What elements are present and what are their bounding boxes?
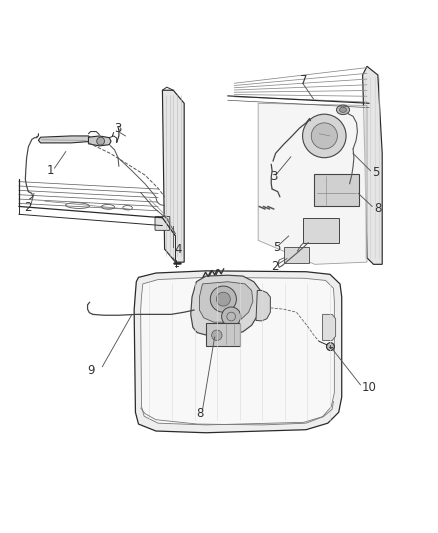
Circle shape — [210, 286, 237, 312]
Polygon shape — [162, 90, 184, 262]
FancyBboxPatch shape — [155, 216, 170, 230]
Text: 3: 3 — [270, 171, 278, 183]
Text: 10: 10 — [362, 381, 377, 393]
FancyBboxPatch shape — [304, 218, 339, 243]
Text: 5: 5 — [372, 166, 380, 179]
Circle shape — [216, 292, 230, 306]
Text: 2: 2 — [24, 201, 32, 214]
FancyBboxPatch shape — [206, 323, 240, 346]
Polygon shape — [191, 275, 261, 336]
Polygon shape — [134, 271, 342, 433]
Polygon shape — [363, 66, 382, 264]
Text: 3: 3 — [115, 123, 122, 135]
Polygon shape — [199, 282, 253, 322]
Ellipse shape — [339, 107, 346, 112]
Circle shape — [303, 114, 346, 158]
Circle shape — [311, 123, 337, 149]
Text: 5: 5 — [273, 241, 280, 254]
Polygon shape — [256, 290, 270, 321]
Text: 1: 1 — [47, 164, 55, 177]
Text: 7: 7 — [300, 74, 307, 87]
FancyBboxPatch shape — [314, 174, 359, 206]
Polygon shape — [39, 136, 93, 143]
Text: 8: 8 — [196, 407, 204, 420]
Ellipse shape — [336, 105, 350, 115]
Text: 9: 9 — [88, 364, 95, 377]
Circle shape — [97, 137, 105, 145]
Text: 2: 2 — [271, 260, 279, 273]
FancyBboxPatch shape — [284, 247, 309, 263]
Circle shape — [212, 330, 222, 341]
Text: 8: 8 — [374, 201, 381, 215]
Text: 4: 4 — [175, 243, 182, 256]
Polygon shape — [88, 136, 111, 146]
Polygon shape — [258, 103, 367, 264]
Polygon shape — [141, 277, 334, 425]
Polygon shape — [322, 314, 336, 341]
Circle shape — [326, 343, 334, 351]
Circle shape — [222, 307, 241, 326]
